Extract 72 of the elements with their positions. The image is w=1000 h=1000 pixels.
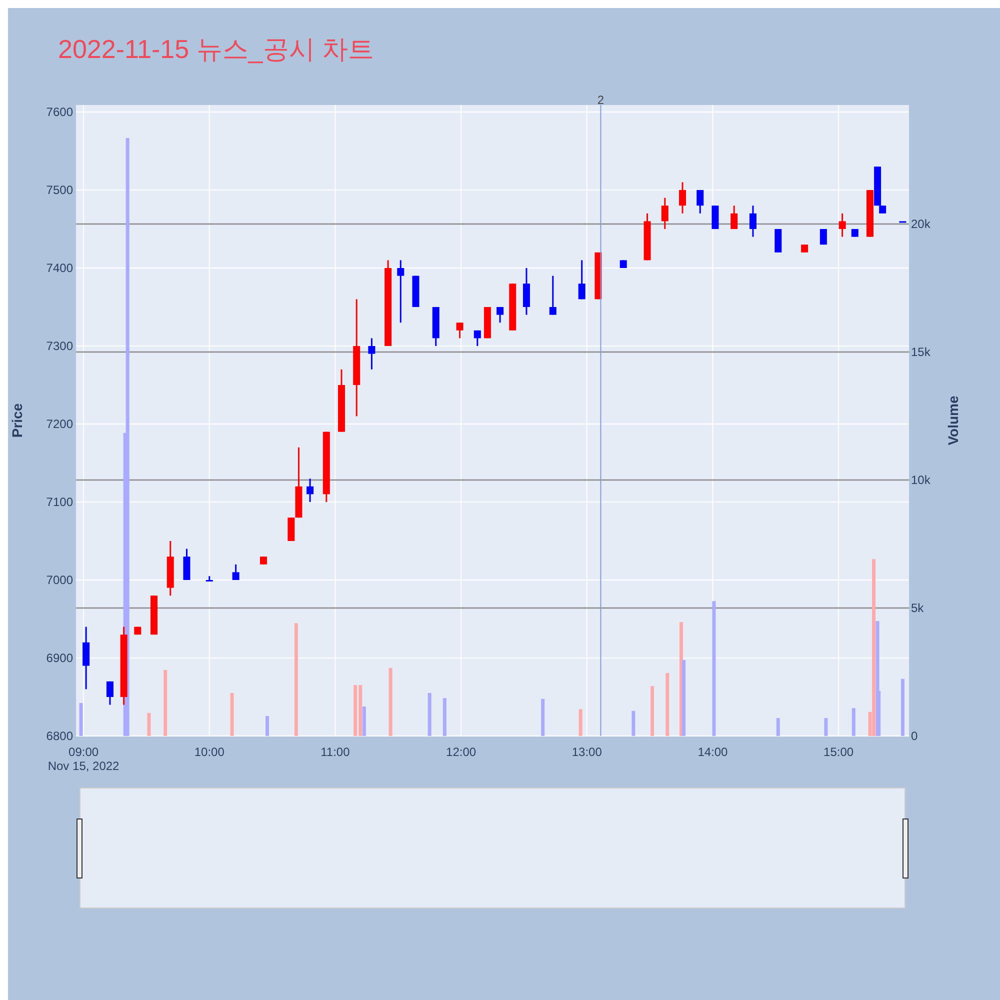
y2-tick-label: 0: [911, 729, 918, 744]
y-tick-label: 6900: [46, 651, 74, 666]
candlestick: [456, 322, 464, 339]
bar: [900, 678, 904, 736]
x-tick-label: 11:00: [320, 745, 350, 759]
bar: [578, 709, 582, 736]
y2-tick-label: 15k: [911, 345, 932, 360]
bar: [682, 660, 686, 736]
chart-title: 2022-11-15 뉴스_공시 차트: [58, 34, 374, 64]
bar: [294, 623, 298, 736]
bar: [147, 712, 151, 736]
bar: [388, 668, 392, 736]
y2-tick-label: 20k: [911, 217, 932, 232]
x-tick-label: 12:00: [446, 745, 476, 759]
y-tick-label: 7300: [46, 339, 74, 354]
candlestick: [232, 564, 240, 581]
candlestick: [183, 548, 190, 581]
candlestick: [474, 330, 481, 347]
bar: [712, 601, 716, 736]
y2-tick-label: 10k: [911, 473, 932, 488]
y2-tick-label: 5k: [911, 601, 925, 616]
candlestick: [578, 259, 586, 300]
x-tick-label: 09:00: [68, 745, 99, 759]
candlestick: [496, 306, 504, 324]
bar: [632, 710, 636, 736]
candlestick: [288, 516, 295, 542]
y-tick-label: 7000: [46, 573, 74, 588]
x-tick-label: 15:00: [824, 745, 854, 759]
bar: [428, 692, 432, 736]
y2-axis-title: Volume: [945, 396, 961, 446]
candlestick: [820, 228, 827, 246]
candlestick: [774, 228, 782, 254]
y-tick-label: 7400: [46, 261, 74, 276]
bar: [650, 686, 654, 736]
bar: [872, 559, 876, 736]
y-tick-label: 7200: [46, 417, 74, 432]
candlestick: [306, 478, 314, 503]
bar: [230, 692, 234, 736]
y-tick-label: 6800: [46, 729, 74, 744]
bar: [79, 702, 83, 736]
bar: [362, 706, 366, 736]
candlestick: [661, 197, 668, 230]
text: Nov 15, 2022: [48, 759, 120, 773]
y-tick-label: 7100: [46, 495, 74, 510]
bar: [442, 698, 446, 736]
y-tick-label: 7600: [46, 105, 74, 120]
bar: [852, 708, 856, 736]
candlestick: [696, 189, 704, 214]
bar: [824, 718, 828, 736]
bar: [266, 716, 270, 736]
x-tick-label: 13:00: [572, 745, 602, 759]
x-tick-label: 10:00: [194, 745, 225, 759]
bar: [541, 698, 545, 736]
bar: [164, 670, 168, 736]
candlestick: [549, 275, 556, 316]
candlestick: [838, 212, 846, 238]
y-tick-label: 7500: [46, 183, 74, 198]
candlestick: [522, 267, 530, 316]
bar: [776, 718, 780, 736]
candlestick: [82, 626, 90, 690]
candlestick: [368, 337, 376, 370]
candlestick: [749, 204, 756, 238]
candlestick: [679, 181, 686, 214]
candlestick: [206, 575, 213, 582]
annotation: 2: [597, 93, 604, 107]
bar: [666, 673, 670, 736]
x-tick-label: 14:00: [698, 745, 728, 759]
candlestick: [106, 680, 114, 706]
candlestick: [397, 259, 404, 324]
y-axis-title: Price: [9, 403, 25, 438]
candlestick: [712, 204, 719, 230]
candlestick: [730, 204, 738, 230]
